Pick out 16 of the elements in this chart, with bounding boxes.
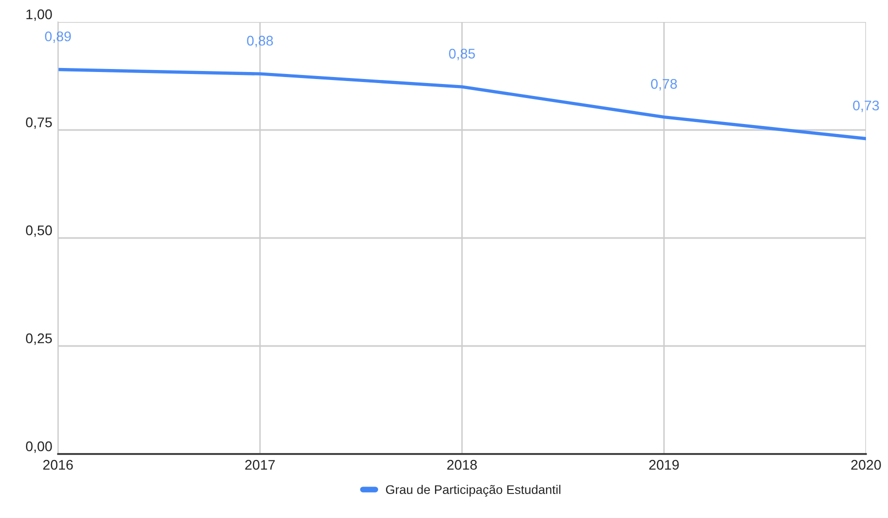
x-tick-label: 2019 [649,460,679,470]
x-tick-label: 2016 [43,460,73,470]
y-tick-label: 0,50 [26,225,52,237]
data-label: 0,73 [853,100,879,112]
y-tick-label: 0,25 [26,333,52,345]
data-label: 0,89 [45,31,71,43]
y-tick-label: 0,75 [26,117,52,129]
data-label: 0,88 [247,36,273,48]
y-tick-label: 0,00 [26,441,52,453]
data-label: 0,85 [449,48,475,60]
x-tick-label: 2018 [447,460,477,470]
x-tick-label: 2020 [851,460,881,470]
legend-label: Grau de Participação Estudantil [386,484,560,497]
y-tick-label: 1,00 [26,9,52,21]
x-tick-label: 2017 [245,460,275,470]
data-label: 0,78 [651,78,677,90]
